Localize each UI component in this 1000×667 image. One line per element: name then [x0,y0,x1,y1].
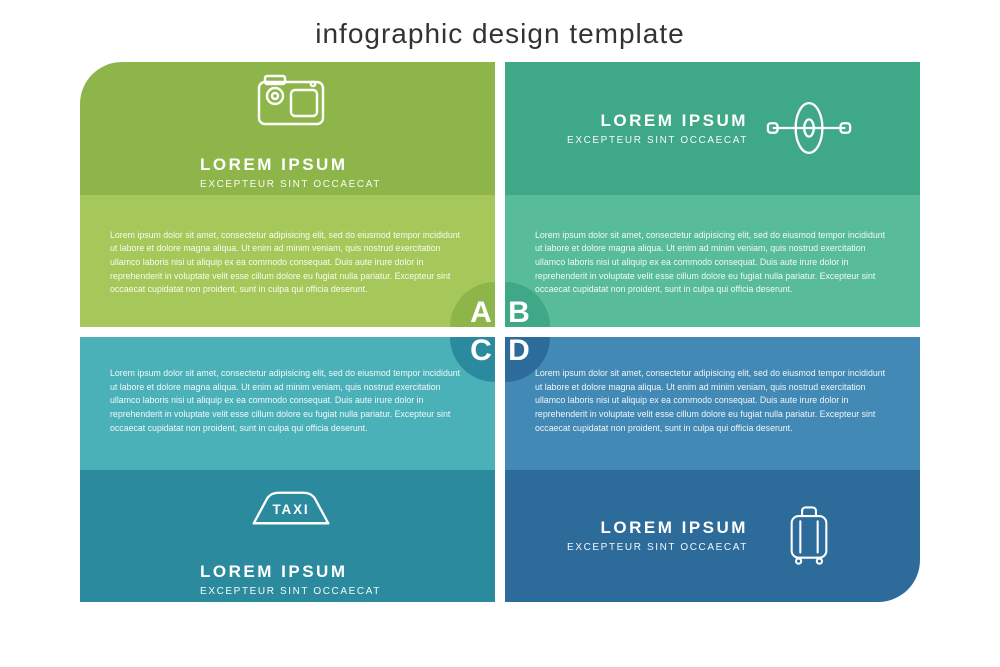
panel-c-body: Lorem ipsum dolor sit amet, consectetur … [80,367,495,439]
panel-b-header: LOREM IPSUM EXCEPTEUR SINT OCCAECAT [505,62,920,195]
panel-d: Lorem ipsum dolor sit amet, consectetur … [505,337,920,602]
panel-d-title: LOREM IPSUM [567,518,748,538]
panel-d-subtitle: EXCEPTEUR SINT OCCAECAT [567,542,748,553]
kayak-icon [766,93,852,163]
panel-b-title: LOREM IPSUM [567,111,748,131]
panel-c-title: LOREM IPSUM [200,562,381,582]
panel-c: Lorem ipsum dolor sit amet, consectetur … [80,337,495,602]
panel-a-header: LOREM IPSUM EXCEPTEUR SINT OCCAECAT [80,62,495,195]
panel-a-subtitle: EXCEPTEUR SINT OCCAECAT [200,179,381,190]
camera-icon [248,67,334,137]
panel-c-header: TAXI LOREM IPSUM EXCEPTEUR SINT OCCAECAT [80,470,495,603]
panel-b-body: Lorem ipsum dolor sit amet, consectetur … [505,225,920,297]
panel-b-subtitle: EXCEPTEUR SINT OCCAECAT [567,135,748,146]
suitcase-icon [766,501,852,571]
page-title: infographic design template [0,0,1000,60]
taxi-icon: TAXI [248,474,334,544]
panel-a-body: Lorem ipsum dolor sit amet, consectetur … [80,225,495,297]
panel-c-subtitle: EXCEPTEUR SINT OCCAECAT [200,586,381,597]
infographic-grid: LOREM IPSUM EXCEPTEUR SINT OCCAECAT Lore… [80,62,920,602]
panel-d-body: Lorem ipsum dolor sit amet, consectetur … [505,367,920,439]
panel-b: LOREM IPSUM EXCEPTEUR SINT OCCAECAT Lore… [505,62,920,327]
panel-a-title: LOREM IPSUM [200,155,381,175]
panel-d-body-wrap: Lorem ipsum dolor sit amet, consectetur … [505,337,920,470]
svg-text:TAXI: TAXI [272,502,309,517]
panel-b-body-wrap: Lorem ipsum dolor sit amet, consectetur … [505,195,920,328]
panel-d-header: LOREM IPSUM EXCEPTEUR SINT OCCAECAT [505,470,920,603]
panel-c-body-wrap: Lorem ipsum dolor sit amet, consectetur … [80,337,495,470]
panel-a-body-wrap: Lorem ipsum dolor sit amet, consectetur … [80,195,495,328]
panel-a: LOREM IPSUM EXCEPTEUR SINT OCCAECAT Lore… [80,62,495,327]
